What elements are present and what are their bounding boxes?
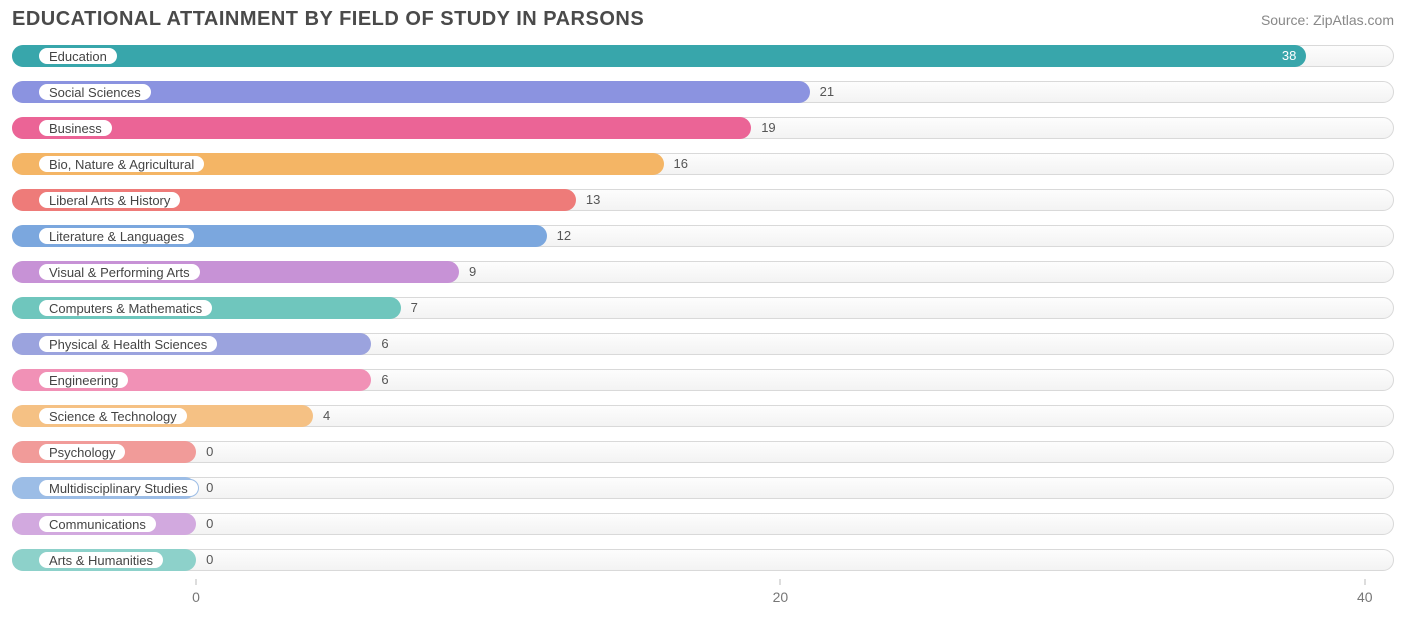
- bar-value: 0: [206, 551, 213, 569]
- bar-row: Arts & Humanities 0: [12, 545, 1394, 575]
- bar-fill: [12, 45, 1306, 67]
- bar-value: 19: [761, 119, 775, 137]
- axis-tick-line: [780, 579, 781, 585]
- bar-value: 9: [469, 263, 476, 281]
- bar-label: Visual & Performing Arts: [38, 263, 201, 281]
- bar-track: [12, 513, 1394, 535]
- chart-title: EDUCATIONAL ATTAINMENT BY FIELD OF STUDY…: [12, 8, 644, 31]
- axis-tick-label: 20: [773, 589, 789, 605]
- bar-value: 6: [381, 335, 388, 353]
- bar-value: 12: [557, 227, 571, 245]
- bar-value: 0: [206, 515, 213, 533]
- bar-value: 0: [206, 479, 213, 497]
- bar-row: Computers & Mathematics 7: [12, 293, 1394, 323]
- bar-row: Science & Technology 4: [12, 401, 1394, 431]
- bar-label: Literature & Languages: [38, 227, 195, 245]
- axis-tick-label: 40: [1357, 589, 1373, 605]
- bar-row: Communications 0: [12, 509, 1394, 539]
- bar-row: Physical & Health Sciences 6: [12, 329, 1394, 359]
- bar-row: Engineering 6: [12, 365, 1394, 395]
- bar-label: Social Sciences: [38, 83, 152, 101]
- bar-value: 4: [323, 407, 330, 425]
- bar-row: Psychology 0: [12, 437, 1394, 467]
- bar-value: 7: [411, 299, 418, 317]
- bar-value: 13: [586, 191, 600, 209]
- bar-row: Visual & Performing Arts 9: [12, 257, 1394, 287]
- bar-label: Communications: [38, 515, 157, 533]
- bar-value: 21: [820, 83, 834, 101]
- axis-tick-line: [1364, 579, 1365, 585]
- bar-label: Physical & Health Sciences: [38, 335, 218, 353]
- bar-value: 6: [381, 371, 388, 389]
- chart-x-axis: 0 20 40: [12, 581, 1394, 621]
- chart-source: Source: ZipAtlas.com: [1261, 12, 1394, 28]
- bar-label: Liberal Arts & History: [38, 191, 181, 209]
- bar-label: Computers & Mathematics: [38, 299, 213, 317]
- bar-track: [12, 549, 1394, 571]
- bar-label: Arts & Humanities: [38, 551, 164, 569]
- bar-row: Liberal Arts & History 13: [12, 185, 1394, 215]
- bar-fill: [12, 117, 751, 139]
- axis-tick-label: 0: [192, 589, 200, 605]
- bar-label: Psychology: [38, 443, 126, 461]
- chart-header: EDUCATIONAL ATTAINMENT BY FIELD OF STUDY…: [12, 8, 1394, 31]
- bar-row: Business 19: [12, 113, 1394, 143]
- bar-row: Education 38: [12, 41, 1394, 71]
- bar-label: Science & Technology: [38, 407, 188, 425]
- bar-label: Education: [38, 47, 118, 65]
- bar-track: [12, 441, 1394, 463]
- bar-track: [12, 477, 1394, 499]
- bar-value: 38: [1282, 47, 1296, 65]
- chart-plot-area: Education 38 Social Sciences 21 Business 19 Bi…: [12, 41, 1394, 575]
- bar-value: 16: [674, 155, 688, 173]
- bar-label: Business: [38, 119, 113, 137]
- bar-row: Multidisciplinary Studies 0: [12, 473, 1394, 503]
- bar-label: Bio, Nature & Agricultural: [38, 155, 205, 173]
- bar-label: Multidisciplinary Studies: [38, 479, 199, 497]
- axis-tick-line: [196, 579, 197, 585]
- bar-row: Social Sciences 21: [12, 77, 1394, 107]
- bar-label: Engineering: [38, 371, 129, 389]
- bar-value: 0: [206, 443, 213, 461]
- bar-row: Literature & Languages 12: [12, 221, 1394, 251]
- bar-row: Bio, Nature & Agricultural 16: [12, 149, 1394, 179]
- chart-container: EDUCATIONAL ATTAINMENT BY FIELD OF STUDY…: [0, 0, 1406, 631]
